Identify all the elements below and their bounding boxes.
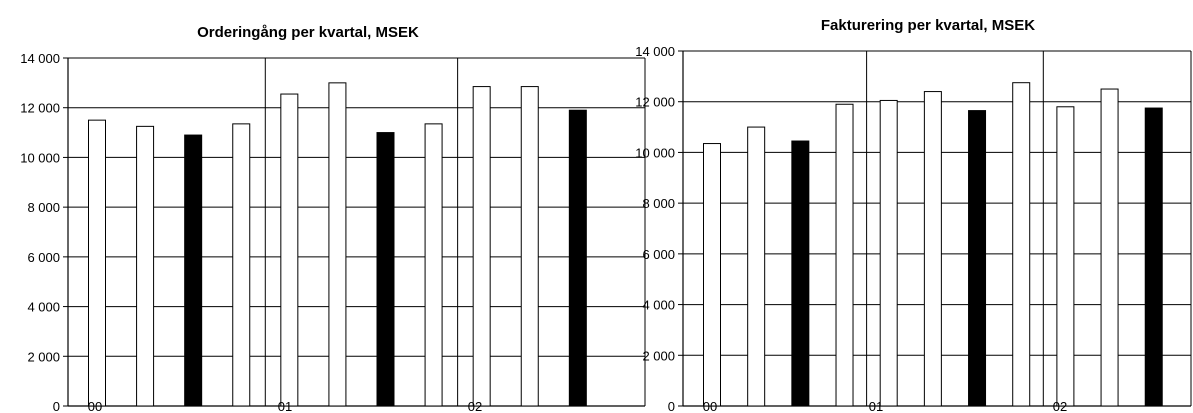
y-tick-label: 2 000 <box>27 349 60 364</box>
bar-01-q2 <box>923 91 942 407</box>
bar-02-q1 <box>1056 106 1075 407</box>
bar-00-q3 <box>184 134 203 407</box>
y-tick-label: 12 000 <box>20 101 60 116</box>
bar-01-q4 <box>424 123 443 407</box>
bar-00-q1 <box>88 119 106 407</box>
x-tick-label: 01 <box>278 399 292 413</box>
x-tick-label: 00 <box>703 399 717 413</box>
y-tick-label: 14 000 <box>20 51 60 66</box>
x-tick-label: 02 <box>468 399 482 413</box>
y-tick-label: 0 <box>53 399 60 413</box>
bar-01-q1 <box>280 93 299 407</box>
chart-title: Orderingång per kvartal, MSEK <box>197 24 419 41</box>
bar-02-q3 <box>568 109 587 407</box>
y-tick-label: 6 000 <box>642 247 675 262</box>
x-tick-label: 01 <box>869 399 883 413</box>
y-tick-label: 4 000 <box>27 300 60 315</box>
bar-00-q2 <box>747 126 766 407</box>
bar-00-q2 <box>136 125 155 407</box>
y-tick-label: 8 000 <box>27 200 60 215</box>
y-tick-label: 6 000 <box>27 250 60 265</box>
x-tick-label: 02 <box>1053 399 1067 413</box>
y-tick-label: 10 000 <box>635 145 675 160</box>
y-tick-label: 4 000 <box>642 298 675 313</box>
bar-00-q3 <box>791 140 810 407</box>
bar-02-q1 <box>472 86 491 407</box>
y-tick-label: 14 000 <box>635 44 675 59</box>
bar-02-q3 <box>1144 107 1163 407</box>
bar-01-q3 <box>968 110 987 407</box>
bar-00-q4 <box>835 103 854 407</box>
y-tick-label: 12 000 <box>635 95 675 110</box>
bar-00-q4 <box>232 123 251 407</box>
bar-01-q2 <box>328 82 347 407</box>
bar-01-q4 <box>1012 82 1031 407</box>
bar-01-q3 <box>376 132 395 407</box>
y-tick-label: 10 000 <box>20 150 60 165</box>
bar-02-q2 <box>1100 88 1119 407</box>
y-tick-label: 8 000 <box>642 196 675 211</box>
bar-02-q2 <box>520 86 539 407</box>
y-tick-label: 0 <box>668 399 675 413</box>
x-tick-label: 00 <box>88 399 102 413</box>
bar-00-q1 <box>703 143 721 407</box>
bar-01-q1 <box>879 99 898 407</box>
y-tick-label: 2 000 <box>642 348 675 363</box>
chart-title: Fakturering per kvartal, MSEK <box>821 17 1035 34</box>
